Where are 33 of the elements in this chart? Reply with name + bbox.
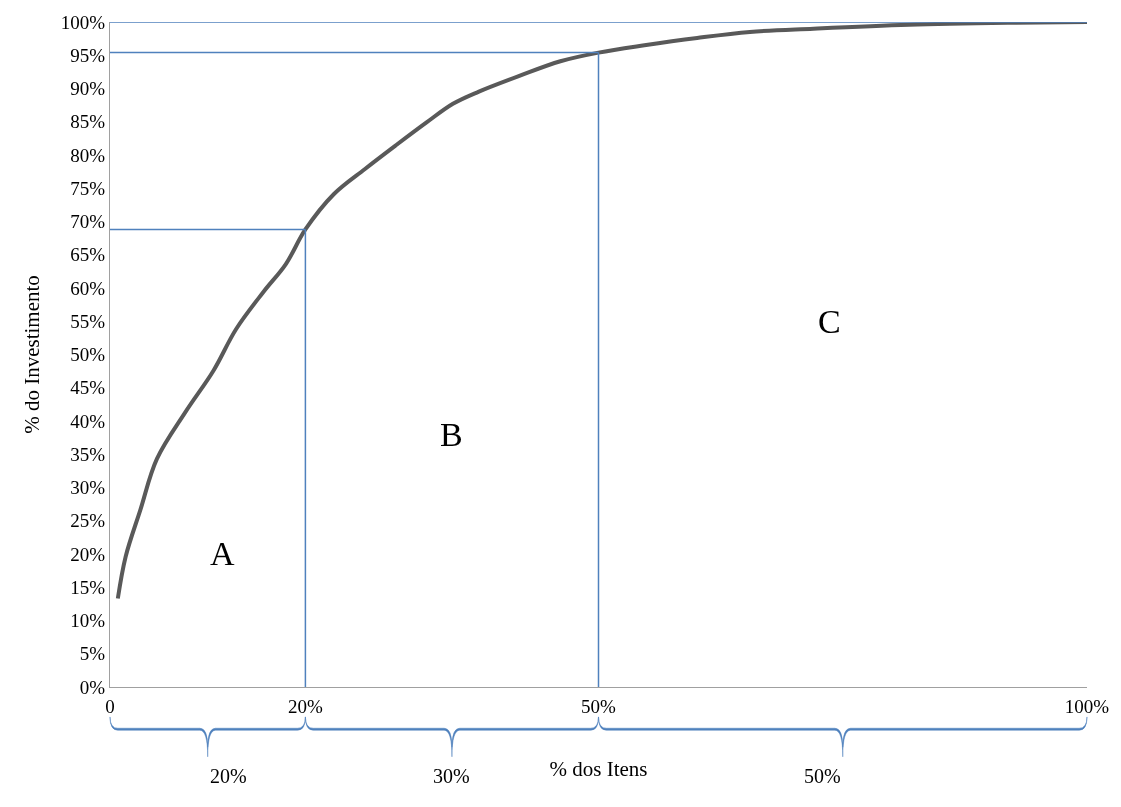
y-tick-label: 20% — [70, 543, 106, 565]
y-tick-label: 35% — [70, 443, 106, 465]
y-tick-label: 55% — [70, 310, 106, 332]
text: 30% — [433, 765, 470, 787]
text: 50% — [804, 765, 841, 787]
y-tick-label: 25% — [70, 510, 106, 532]
y-tick-label: 45% — [70, 377, 106, 399]
annotation: B — [440, 416, 463, 453]
y-tick-label: 40% — [70, 410, 106, 432]
y-tick-label: 5% — [79, 643, 106, 665]
y-tick-label: 0% — [79, 676, 106, 698]
y-tick-label: 85% — [70, 111, 106, 133]
x-tick-label: 100% — [1064, 695, 1110, 717]
x-tick-label: 50% — [581, 695, 617, 717]
x-tick-label: 0 — [105, 695, 115, 717]
annotation: A — [210, 535, 235, 572]
x-axis-title: % dos Itens — [549, 757, 648, 781]
y-tick-label: 70% — [70, 211, 106, 233]
y-tick-label: 15% — [70, 576, 106, 598]
text: 20% — [210, 765, 247, 787]
y-tick-label: 75% — [70, 177, 106, 199]
y-axis-title: % do Investimento — [20, 275, 45, 434]
x-tick-label: 20% — [287, 695, 323, 717]
y-tick-label: 60% — [70, 277, 106, 299]
y-tick-label: 100% — [60, 11, 106, 33]
y-tick-label: 65% — [70, 244, 106, 266]
y-tick-label: 80% — [70, 144, 106, 166]
y-tick-label: 30% — [70, 477, 106, 499]
annotation: C — [818, 303, 841, 340]
y-tick-label: 50% — [70, 344, 106, 366]
y-tick-label: 10% — [70, 610, 106, 632]
y-tick-label: 90% — [70, 78, 106, 100]
y-tick-label: 95% — [70, 44, 106, 66]
